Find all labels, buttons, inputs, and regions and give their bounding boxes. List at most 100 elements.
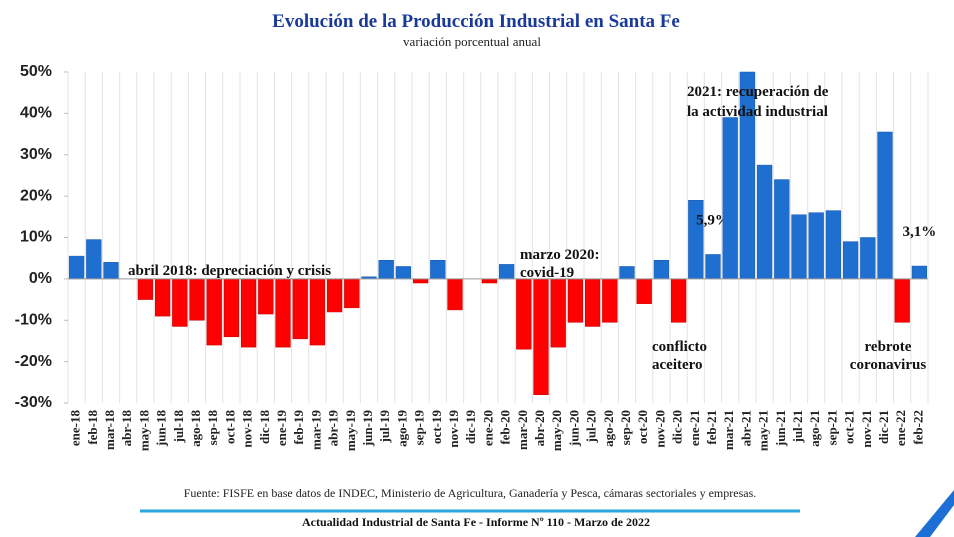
x-tick-label: dic-20: [670, 410, 685, 444]
y-tick-label: 50%: [20, 63, 52, 80]
y-tick-label: 40%: [20, 105, 52, 122]
x-tick-label: sep-19: [412, 410, 427, 446]
bar: [447, 278, 463, 311]
source: Fuente: FISFE en base datos de INDEC, Mi…: [184, 486, 757, 500]
x-tick-label: feb-18: [85, 410, 100, 445]
y-tick-label: 20%: [20, 187, 52, 204]
bar: [619, 266, 635, 280]
bar: [756, 164, 773, 280]
bar: [240, 278, 257, 348]
bar: [498, 264, 515, 280]
x-tick-label: jul-20: [584, 410, 599, 444]
x-tick-label: mar-19: [308, 410, 323, 450]
bar: [567, 278, 584, 323]
bar: [842, 241, 859, 280]
value-label: 5,9%: [696, 212, 730, 228]
bar: [206, 278, 222, 346]
bar: [636, 278, 652, 304]
x-tick-label: jul-21: [790, 410, 805, 444]
bar: [877, 131, 893, 280]
annotation: conflicto: [652, 339, 707, 355]
y-tick-label: -20%: [15, 353, 52, 370]
x-tick-label: sep-18: [205, 410, 220, 446]
x-tick-label: abr-18: [119, 410, 134, 447]
annotation: covid-19: [520, 265, 574, 281]
bar: [825, 210, 842, 280]
x-tick-label: ene-18: [68, 410, 83, 447]
x-tick-label: feb-19: [291, 410, 306, 445]
bar: [344, 278, 360, 309]
bar: [722, 117, 738, 280]
bar: [275, 278, 291, 348]
bar: [670, 278, 687, 323]
x-tick-label: ago-20: [601, 410, 616, 447]
bar: [550, 278, 566, 348]
x-tick-label: ago-18: [188, 410, 203, 447]
bar: [326, 278, 343, 313]
annotation: abril 2018: depreciación y crisis: [128, 263, 331, 279]
x-tick-label: jun-18: [154, 410, 169, 448]
bar: [86, 239, 102, 280]
bar: [189, 278, 205, 321]
x-tick-label: abr-19: [326, 410, 341, 447]
bar: [705, 254, 721, 280]
y-tick-label: 30%: [20, 146, 52, 163]
bar: [430, 260, 446, 280]
x-tick-label: may-19: [343, 410, 358, 452]
bar: [584, 278, 601, 327]
bar: [911, 265, 928, 280]
annotation: marzo 2020:: [520, 247, 600, 263]
x-tick-label: jun-19: [360, 410, 375, 448]
chart-title: Evolución de la Producción Industrial en…: [272, 11, 680, 32]
x-tick-label: dic-18: [257, 410, 272, 444]
bar: [533, 278, 549, 395]
x-tick-label: oct-21: [842, 410, 857, 444]
bar: [516, 278, 532, 350]
report: Actualidad Industrial de Santa Fe - Info…: [302, 515, 650, 529]
x-tick-label: oct-19: [429, 410, 444, 444]
x-tick-label: sep-20: [618, 410, 633, 445]
bar: [258, 278, 274, 315]
annotation: 2021: recuperación de: [687, 84, 829, 100]
value-label: 3,1%: [903, 224, 937, 240]
x-tick-label: nov-20: [652, 410, 667, 448]
x-tick-label: may-20: [549, 410, 564, 451]
bar: [137, 278, 154, 300]
x-tick-label: ene-20: [480, 410, 495, 446]
x-tick-label: dic-19: [463, 410, 478, 444]
x-tick-label: nov-19: [446, 410, 461, 448]
x-tick-label: nov-21: [859, 410, 874, 448]
x-tick-label: ago-21: [807, 410, 822, 447]
x-tick-label: oct-20: [635, 410, 650, 444]
x-tick-label: abr-20: [532, 410, 547, 446]
bar: [172, 278, 188, 327]
x-tick-label: feb-22: [910, 410, 925, 445]
chart-subtitle: variación porcentual anual: [403, 34, 541, 49]
y-tick-label: -30%: [15, 394, 52, 411]
x-tick-label: may-18: [136, 410, 151, 452]
annotation: la actividad industrial: [687, 104, 828, 120]
x-tick-label: oct-18: [222, 410, 237, 444]
x-tick-label: abr-21: [738, 410, 753, 446]
bar: [791, 214, 807, 280]
bar: [309, 278, 326, 346]
x-tick-label: jun-20: [566, 410, 581, 447]
x-tick-label: ago-19: [394, 410, 409, 447]
bar: [602, 278, 618, 323]
bar: [395, 266, 412, 280]
bar: [292, 278, 308, 340]
bar: [412, 278, 429, 284]
x-tick-label: nov-18: [240, 410, 255, 448]
x-tick-label: jul-19: [377, 410, 392, 444]
x-tick-label: may-21: [756, 410, 771, 451]
bar: [68, 255, 85, 280]
bar: [860, 237, 876, 280]
x-tick-label: mar-18: [102, 410, 117, 450]
annotation: coronavirus: [850, 357, 927, 373]
bar: [481, 278, 498, 284]
y-tick-label: 10%: [20, 229, 52, 246]
annotation: aceitero: [652, 357, 703, 373]
x-tick-label: jul-18: [171, 410, 186, 444]
bar: [774, 179, 790, 280]
